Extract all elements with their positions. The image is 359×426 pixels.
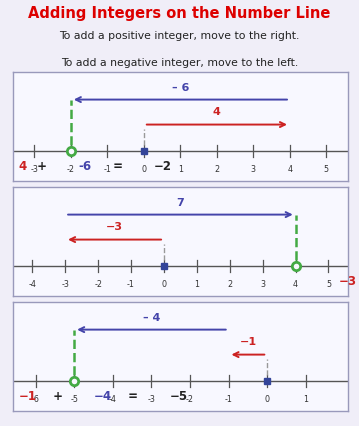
Text: −4: −4 [94,391,112,403]
Text: -3: -3 [61,280,69,289]
Text: -2: -2 [94,280,102,289]
Text: 2: 2 [227,280,232,289]
Text: 0: 0 [265,395,270,404]
Text: – 6: – 6 [172,83,189,93]
Text: 0: 0 [162,280,167,289]
Text: −1: −1 [239,337,256,347]
Text: 2: 2 [214,165,219,174]
Text: 7: 7 [177,198,184,208]
Text: -6: -6 [32,395,39,404]
Text: 1: 1 [303,395,308,404]
Text: −3: −3 [106,222,123,232]
Text: 1: 1 [194,280,199,289]
Text: -1: -1 [127,280,135,289]
Text: −3: −3 [339,276,356,288]
Text: =: = [124,391,142,403]
Text: 5: 5 [324,165,329,174]
Text: 5: 5 [326,280,331,289]
Text: -3: -3 [31,165,38,174]
Text: To add a negative integer, move to the left.: To add a negative integer, move to the l… [61,58,298,68]
Text: 3: 3 [260,280,265,289]
Text: – 4: – 4 [143,313,160,323]
Text: To add a positive integer, move to the right.: To add a positive integer, move to the r… [59,31,300,41]
Text: −1: −1 [18,391,36,403]
Text: -6: -6 [79,161,92,173]
Text: +: + [33,161,51,173]
Text: -2: -2 [186,395,194,404]
Text: -2: -2 [67,165,75,174]
Text: −5: −5 [169,391,187,403]
Text: -1: -1 [103,165,111,174]
Text: -4: -4 [28,280,36,289]
Text: 4: 4 [18,161,26,173]
Text: Adding Integers on the Number Line: Adding Integers on the Number Line [28,6,331,20]
Text: −2: −2 [154,161,172,173]
Text: -5: -5 [70,395,78,404]
Text: -1: -1 [225,395,233,404]
Text: -4: -4 [109,395,117,404]
Text: -3: -3 [148,395,155,404]
Text: 0: 0 [141,165,146,174]
Text: 3: 3 [251,165,256,174]
Text: +: + [48,391,67,403]
Text: 4: 4 [287,165,292,174]
Text: 4: 4 [213,107,221,117]
Text: 4: 4 [293,280,298,289]
Text: =: = [109,161,127,173]
Text: 1: 1 [178,165,183,174]
